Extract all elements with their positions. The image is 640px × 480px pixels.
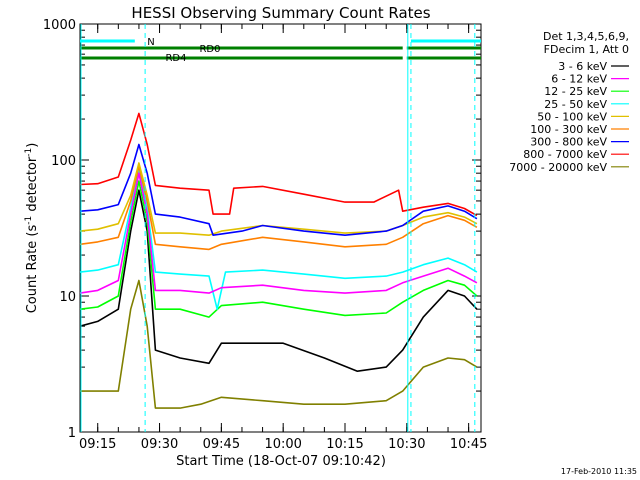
n-flag-label: N xyxy=(147,37,154,48)
series-line xyxy=(79,112,478,217)
x-tick-label: 10:15 xyxy=(326,437,363,452)
series-line xyxy=(79,172,478,294)
plot-frame xyxy=(79,23,482,433)
y-axis-label: Count Rate (s-1 detector-1) xyxy=(24,143,40,314)
legend-label: 25 - 50 keV xyxy=(544,98,607,111)
series-line xyxy=(79,180,478,318)
series-line xyxy=(79,162,478,236)
footer-date: 17-Feb-2010 11:35 xyxy=(561,467,637,476)
rd0-flag-label: RD0 xyxy=(199,44,220,55)
series-line xyxy=(79,143,478,236)
chart-title: HESSI Observing Summary Count Rates xyxy=(131,4,430,22)
x-tick-label: 10:00 xyxy=(264,437,301,452)
legend-label: 6 - 12 keV xyxy=(551,73,607,86)
x-axis-label: Start Time (18-Oct-07 09:10:42) xyxy=(176,454,386,469)
legend-label: 3 - 6 keV xyxy=(558,60,607,73)
y-tick-label: 10 xyxy=(59,290,76,305)
series-line xyxy=(79,165,478,251)
legend-label: 300 - 800 keV xyxy=(530,136,607,149)
series-line xyxy=(79,189,478,373)
legend-label: 7000 - 20000 keV xyxy=(509,161,607,174)
x-axis-ticks: 09:15 09:30 09:45 10:00 10:15 10:30 10:45 xyxy=(79,24,487,452)
x-tick-label: 09:30 xyxy=(141,437,178,452)
y-axis-label-main: Count Rate (s xyxy=(25,225,40,314)
legend-label: 50 - 100 keV xyxy=(537,110,607,123)
y-tick-label: 1 xyxy=(68,426,76,441)
x-tick-label: 09:45 xyxy=(203,437,240,452)
series-line xyxy=(79,168,478,311)
rd4-flag-label: RD4 xyxy=(165,53,186,64)
series-layer xyxy=(79,112,478,409)
annotation-layer: N RD0 RD4 xyxy=(80,24,481,432)
y-tick-label: 1000 xyxy=(43,18,76,33)
y-axis-label-sup1: -1 xyxy=(24,216,34,225)
legend: Det 1,3,4,5,6,9, FDecim 1, Att 0 3 - 6 k… xyxy=(509,30,629,174)
x-tick-label: 10:30 xyxy=(388,437,425,452)
y-axis-label-mid: detector xyxy=(25,156,40,216)
y-tick-label: 100 xyxy=(51,154,76,169)
x-tick-label: 10:45 xyxy=(450,437,487,452)
x-tick-label: 09:15 xyxy=(79,437,116,452)
y-axis-label-sup2: -1 xyxy=(24,148,34,157)
series-line xyxy=(80,279,478,409)
legend-label: 100 - 300 keV xyxy=(530,123,607,136)
y-axis-label-end: ) xyxy=(25,143,40,148)
legend-label: 800 - 7000 keV xyxy=(523,148,607,161)
legend-header-2: FDecim 1, Att 0 xyxy=(544,43,629,56)
legend-label: 12 - 25 keV xyxy=(544,85,607,98)
legend-header-1: Det 1,3,4,5,6,9, xyxy=(543,30,629,43)
